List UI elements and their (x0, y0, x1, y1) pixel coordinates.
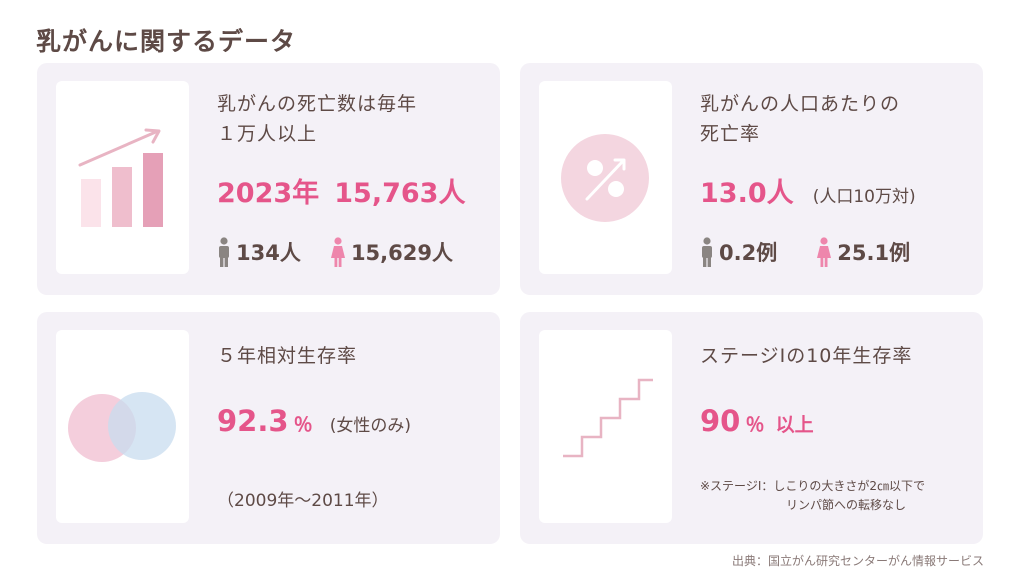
male-rate: 0.2例 (719, 241, 778, 265)
female-icon (817, 237, 832, 267)
percent-circle-icon (561, 134, 649, 222)
card-10year-survival: ステージⅠの10年生存率 90 ％ 以上 ※ステージⅠ：しこりの大きさが2㎝以下… (520, 312, 983, 544)
card-heading: 乳がんの人口あたりの 死亡率 (700, 93, 901, 145)
illustration-panel (56, 81, 189, 274)
period-note: （2009年～2011年） (217, 491, 389, 511)
illustration-panel (539, 330, 672, 523)
card-5year-survival: ５年相対生存率 92.3 ％ (女性のみ) （2009年～2011年） (37, 312, 500, 544)
percent-sign: ％ (293, 414, 313, 436)
source-citation: 出典：国立がん研究センターがん情報サービス (731, 554, 984, 568)
bar-chart-growth-icon (78, 128, 163, 227)
percent-sign: ％ (745, 414, 765, 436)
above-label: 以上 (775, 414, 814, 436)
card-heading: ステージⅠの10年生存率 (700, 345, 913, 367)
unit-note: (人口10万対) (812, 187, 916, 207)
illustration-panel (56, 330, 189, 523)
card-death-rate: 乳がんの人口あたりの 死亡率 13.0人 (人口10万対) 0.2例 25.1例 (520, 63, 983, 295)
stage-footnote-line1: ※ステージⅠ：しこりの大きさが2㎝以下で (700, 479, 925, 493)
card-heading: ５年相対生存率 (217, 345, 358, 367)
female-count: 15,629人 (350, 241, 453, 265)
stage-footnote-line2: リンパ節への転移なし (786, 498, 907, 512)
male-icon (219, 237, 229, 267)
death-total-value: 15,763人 (334, 178, 466, 209)
rate-value: 13.0人 (700, 178, 794, 209)
female-only-note: (女性のみ) (329, 416, 412, 436)
illustration-panel (539, 81, 672, 274)
overlap-circles-icon (68, 392, 176, 462)
male-count: 134人 (236, 241, 301, 265)
card-death-count: 乳がんの死亡数は毎年 １万人以上 2023年 15,763人 134人 15,6… (37, 63, 500, 295)
card-heading: 乳がんの死亡数は毎年 １万人以上 (217, 93, 418, 145)
staircase-icon (563, 378, 653, 458)
survival-10y-value: 90 (700, 404, 741, 438)
survival-rate-value: 92.3 (217, 404, 289, 438)
female-rate: 25.1例 (837, 241, 911, 265)
page-title: 乳がんに関するデータ (36, 27, 297, 56)
year-value: 2023年 (217, 178, 320, 209)
female-icon (330, 237, 345, 267)
male-icon (702, 237, 712, 267)
